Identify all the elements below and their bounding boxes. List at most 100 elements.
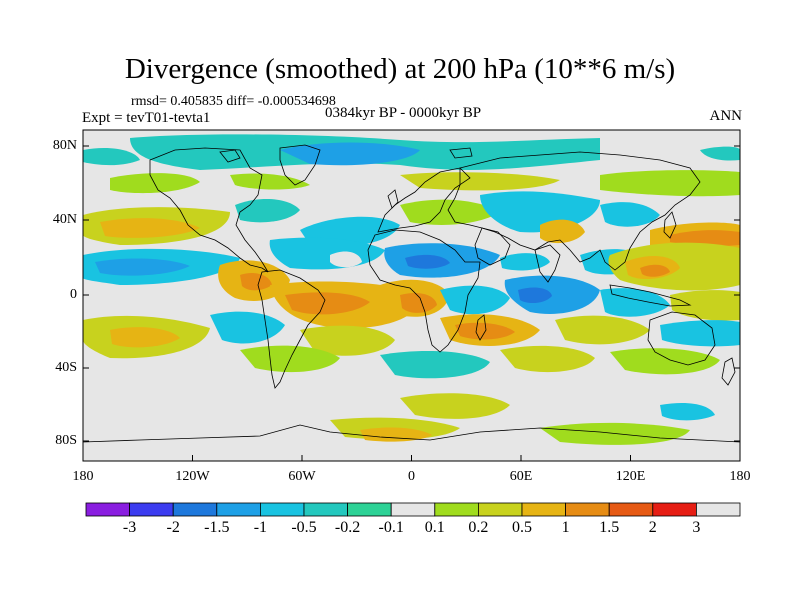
period-label: 0384kyr BP - 0000kyr BP [325,105,482,121]
lat-tick-label: 40S [55,360,77,375]
field-region [660,320,740,347]
coastline-arabia [474,227,511,266]
field-region [640,264,670,277]
coastline-greenland [279,144,321,186]
field-region [400,293,437,313]
stats-text: rmsd= 0.405835 diff= -0.000534698 [131,94,336,109]
colorbar-box [85,502,130,517]
field-region [400,393,510,419]
field-region [600,170,740,197]
coastline-south-america [257,269,326,389]
lat-tick-label: 40N [52,212,77,227]
colorbar-tick-label: -0.2 [334,519,361,536]
colorbar-box [608,502,654,517]
colorbar-box [434,502,479,517]
field-region [500,345,595,373]
field-region [100,218,200,238]
colorbar-tick-label: 3 [692,519,701,536]
colorbar-box [565,502,610,517]
colorbar-box [652,502,697,517]
lat-tick-label: 80N [52,138,77,153]
lon-tick-label: 120E [615,469,646,484]
coastline-india [534,244,561,283]
field-region [610,348,720,375]
field-region [83,360,230,393]
field-region [670,230,740,246]
field-region [400,172,560,191]
colorbar-box [303,502,348,517]
colorbar-tick-label: 1 [561,519,570,536]
lon-tick-label: 0 [408,469,415,484]
colorbar-tick-label: 0.2 [468,519,489,536]
lat-tick-label: 80S [55,433,77,448]
colorbar-box [390,502,436,517]
colorbar-box [259,502,305,517]
field-region [110,327,180,348]
field-region [540,422,690,445]
field-region [83,443,740,461]
coastline-europe [377,167,471,233]
coastlines [83,144,740,443]
field-region [600,202,660,227]
field-region [285,292,370,315]
lon-tick-label: 180 [729,469,751,484]
colorbar-tick-label: -0.5 [291,519,317,536]
axis-ticks [82,145,741,461]
colorbar-box [129,502,174,517]
field-region [110,173,200,194]
colorbar-tick-label: -2 [166,519,180,536]
field-region [504,275,600,314]
season-label: ANN [709,108,743,124]
field-region [230,173,310,190]
coastline-indonesia [609,284,692,307]
colorbar-box [347,502,392,517]
coastline-madagascar [475,314,487,341]
field-region [518,287,552,304]
lon-tick-label: 60E [509,469,533,484]
field-region [240,273,272,291]
experiment-label: Expt = tevT01-tevta1 [82,110,211,126]
lon-tick-label: 120W [175,469,210,484]
field-region [83,148,140,166]
colorbar-box [216,502,261,517]
coastline-arctic-islands [219,147,473,163]
field-region [300,325,395,356]
colorbar-tick-label: 0.1 [424,519,445,536]
colorbar-tick-label: 0.5 [512,519,532,536]
divergence-field [83,134,740,461]
field-region [540,219,585,244]
colorbar-tick-label: 1.5 [599,519,620,536]
field-region [360,427,432,442]
field-region [670,290,740,321]
coastline-new-zealand [721,357,736,386]
field-region [660,403,715,421]
lat-tick-label: 0 [70,287,77,302]
colorbar-tick-label: -3 [122,519,137,536]
field-region [210,311,285,344]
colorbar [85,502,741,517]
field-region [330,251,362,268]
coastline-japan [663,211,677,239]
field-region [405,254,450,269]
field-region [440,285,510,315]
lon-tick-label: 60W [288,469,316,484]
field-region [700,146,740,161]
colorbar-box [172,502,218,517]
colorbar-box [477,502,523,517]
plot-title: Divergence (smoothed) at 200 hPa (10**6 … [124,53,676,85]
coastline-australia [647,311,716,366]
lon-tick-label: 180 [72,469,94,484]
colorbar-tick-label: -1.5 [204,519,230,536]
colorbar-tick-label: -1 [253,519,268,536]
colorbar-tick-label: 2 [648,519,657,536]
colorbar-tick-label: -0.1 [378,519,404,536]
colorbar-box [696,502,741,517]
coastline-north-america [149,147,269,273]
field-region [95,258,190,276]
coastline-asia [447,151,701,271]
field-region [500,253,550,271]
field-region [380,350,490,379]
field-region [400,199,500,225]
field-region [555,315,650,345]
